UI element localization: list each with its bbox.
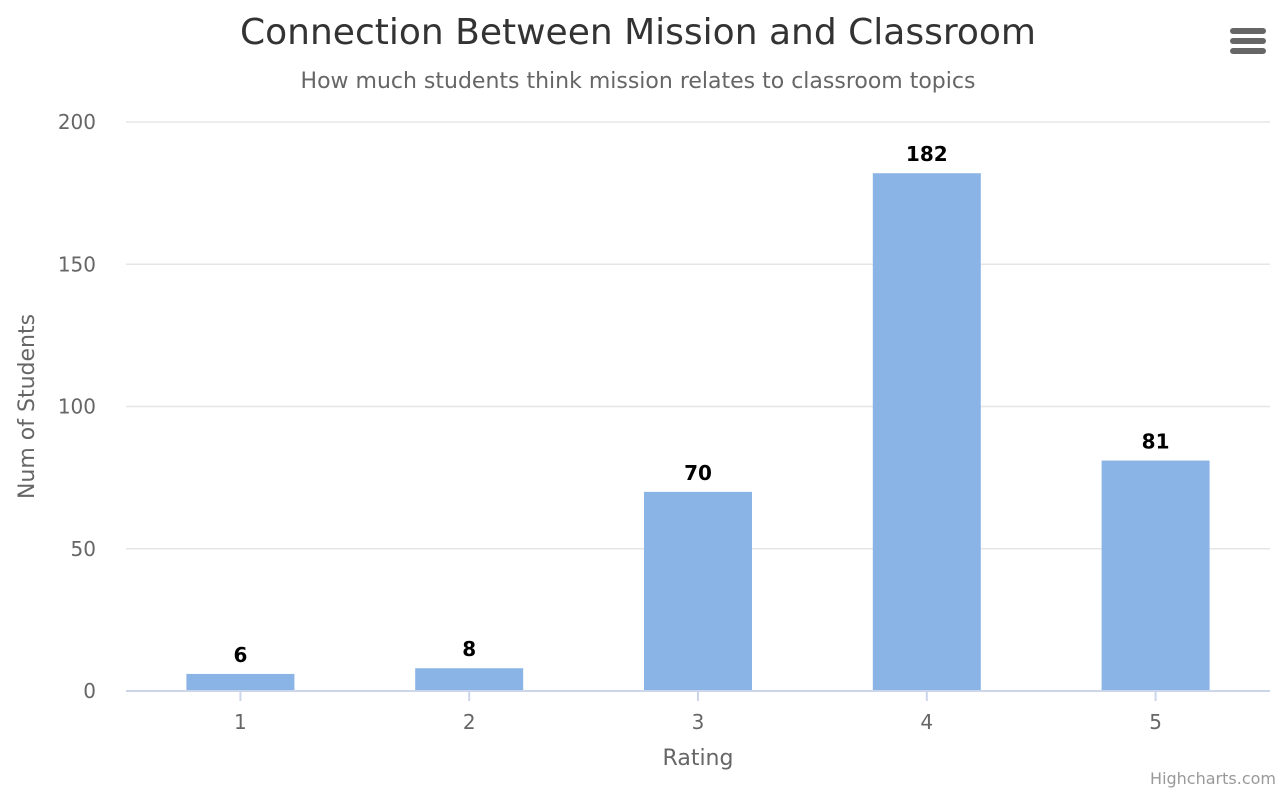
y-tick-label: 200	[58, 110, 96, 134]
y-tick-label: 50	[71, 537, 96, 561]
data-label: 70	[684, 461, 712, 485]
x-tick-label: 5	[1149, 710, 1162, 734]
bar[interactable]	[186, 673, 295, 691]
chart-title: Connection Between Mission and Classroom	[240, 12, 1036, 53]
axes: 0 50 100 150 200 1 2 3 4 5 Rating Num of Students	[15, 110, 1270, 771]
y-tick-label: 0	[83, 679, 96, 703]
bar[interactable]	[872, 173, 981, 691]
hamburger-menu-icon	[1230, 28, 1266, 34]
hamburger-menu-icon-line	[1230, 38, 1266, 44]
x-tick-label: 3	[692, 710, 705, 734]
data-label: 8	[462, 637, 476, 661]
x-tick-label: 4	[920, 710, 933, 734]
x-tick-label: 1	[234, 710, 247, 734]
data-label: 81	[1142, 430, 1170, 454]
chart-menu-button[interactable]	[1230, 28, 1266, 60]
x-axis-title: Rating	[663, 746, 734, 771]
bars	[186, 173, 1210, 691]
chart-subtitle: How much students think mission relates …	[300, 69, 976, 94]
data-label: 182	[906, 142, 948, 166]
data-labels: 6 8 70 182 81	[233, 142, 1169, 667]
y-tick-label: 100	[58, 395, 96, 419]
bar[interactable]	[415, 668, 524, 691]
hamburger-menu-icon-line	[1230, 48, 1266, 54]
bar[interactable]	[644, 491, 752, 691]
y-axis-title: Num of Students	[15, 314, 40, 499]
grid-lines	[126, 121, 1270, 550]
y-tick-label: 150	[58, 252, 96, 276]
bar[interactable]	[1101, 460, 1210, 691]
data-label: 6	[233, 643, 247, 667]
credits-link[interactable]: Highcharts.com	[1150, 769, 1276, 788]
x-tick-label: 2	[463, 710, 476, 734]
